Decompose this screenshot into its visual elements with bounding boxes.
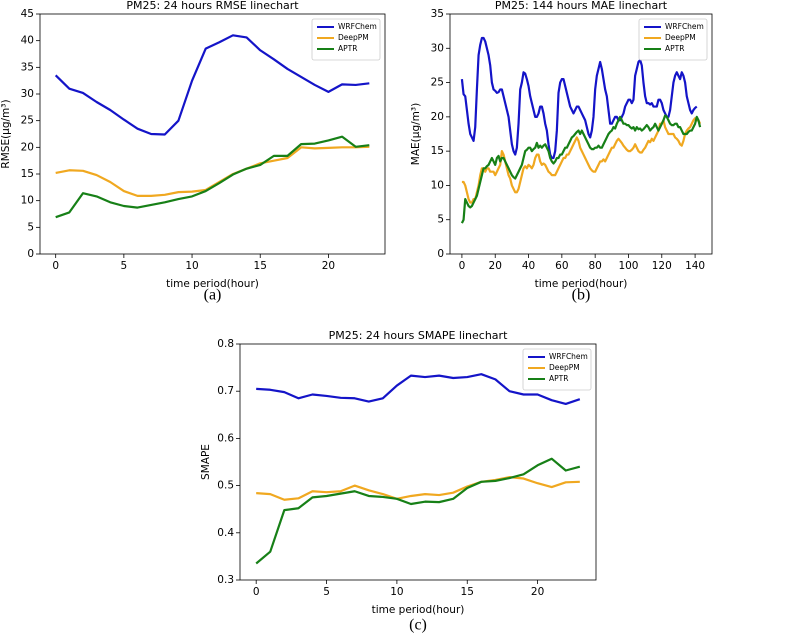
- x-axis-label: time period(hour): [372, 604, 465, 616]
- x-tick-label: 140: [685, 260, 705, 272]
- x-tick-label: 15: [254, 260, 267, 272]
- x-tick-label: 120: [652, 260, 672, 272]
- x-tick-label: 15: [461, 586, 474, 598]
- chart: PM25: 144 hours MAE linechart time period…: [410, 0, 713, 304]
- x-tick-label: 100: [618, 260, 638, 272]
- series-line: [55, 135, 370, 219]
- y-tick-label: 15: [21, 168, 34, 180]
- y-tick-label: 5: [437, 214, 444, 226]
- y-tick-label: 0: [27, 248, 34, 260]
- y-tick-label: 0.8: [217, 338, 234, 350]
- x-tick-label: 0: [253, 586, 260, 598]
- series-line: [461, 117, 702, 204]
- plot-frame: [39, 13, 386, 255]
- x-tick-label: 60: [555, 260, 568, 272]
- legend-label: APTR: [549, 374, 568, 383]
- x-tick-label: 10: [185, 260, 198, 272]
- y-tick-label: 10: [21, 195, 34, 207]
- series-line: [460, 36, 698, 160]
- x-tick-label: 20: [531, 586, 544, 598]
- series-line: [256, 373, 581, 406]
- x-tick-label: 20: [489, 260, 502, 272]
- x-axis-label: time period(hour): [535, 278, 628, 290]
- y-tick-label: 30: [431, 42, 444, 54]
- x-tick-label: 40: [522, 260, 535, 272]
- y-tick-label: 20: [21, 141, 34, 153]
- y-tick-label: 25: [21, 115, 34, 127]
- chart-title: PM25: 24 hours SMAPE linechart: [329, 329, 508, 342]
- chart-title: PM25: 144 hours MAE linechart: [495, 0, 668, 12]
- x-tick-label: 10: [390, 586, 403, 598]
- y-axis-label: RMSE(μg/m³): [0, 99, 12, 168]
- y-tick-label: 0.6: [217, 432, 234, 444]
- x-tick-label: 0: [459, 260, 466, 272]
- series-line: [255, 457, 581, 565]
- legend-label: DeepPM: [338, 33, 369, 42]
- caption: (c): [409, 617, 427, 634]
- legend-label: APTR: [338, 44, 357, 53]
- x-tick-label: 5: [323, 586, 330, 598]
- plot-frame: [239, 343, 597, 581]
- y-tick-label: 0: [437, 248, 444, 260]
- y-tick-label: 45: [21, 8, 34, 20]
- chart: PM25: 24 hours RMSE linechart time period…: [0, 0, 386, 304]
- series-line: [460, 114, 702, 224]
- x-tick-label: 20: [322, 260, 335, 272]
- series-line: [256, 476, 580, 501]
- legend-label: DeepPM: [549, 363, 580, 372]
- legend-label: WRFChem: [665, 22, 704, 31]
- plot-frame: [449, 13, 713, 255]
- y-tick-label: 15: [431, 145, 444, 157]
- y-axis-label: SMAPE: [200, 444, 212, 480]
- y-tick-label: 10: [431, 179, 444, 191]
- y-tick-label: 0.5: [217, 480, 234, 492]
- y-tick-label: 0.3: [217, 574, 234, 586]
- legend-label: APTR: [665, 44, 684, 53]
- y-tick-label: 30: [21, 88, 34, 100]
- x-tick-label: 80: [588, 260, 601, 272]
- y-tick-label: 0.7: [217, 385, 234, 397]
- y-tick-label: 40: [21, 35, 34, 47]
- legend-label: WRFChem: [549, 352, 588, 361]
- y-tick-label: 5: [27, 221, 34, 233]
- x-tick-label: 0: [52, 260, 59, 272]
- y-tick-label: 25: [431, 77, 444, 89]
- y-tick-label: 0.4: [217, 527, 234, 539]
- y-tick-label: 20: [431, 111, 444, 123]
- x-axis-label: time period(hour): [166, 278, 259, 290]
- legend-label: WRFChem: [338, 22, 377, 31]
- y-axis-label: MAE(μg/m³): [410, 103, 422, 165]
- chart-title: PM25: 24 hours RMSE linechart: [126, 0, 299, 12]
- x-tick-label: 5: [121, 260, 128, 272]
- series-line: [54, 34, 370, 136]
- series-line: [55, 145, 370, 197]
- y-tick-label: 35: [431, 8, 444, 20]
- caption: (a): [204, 287, 222, 304]
- caption: (b): [572, 287, 591, 304]
- chart: PM25: 24 hours SMAPE linechart time perio…: [200, 329, 597, 634]
- y-tick-label: 35: [21, 61, 34, 73]
- legend-label: DeepPM: [665, 33, 696, 42]
